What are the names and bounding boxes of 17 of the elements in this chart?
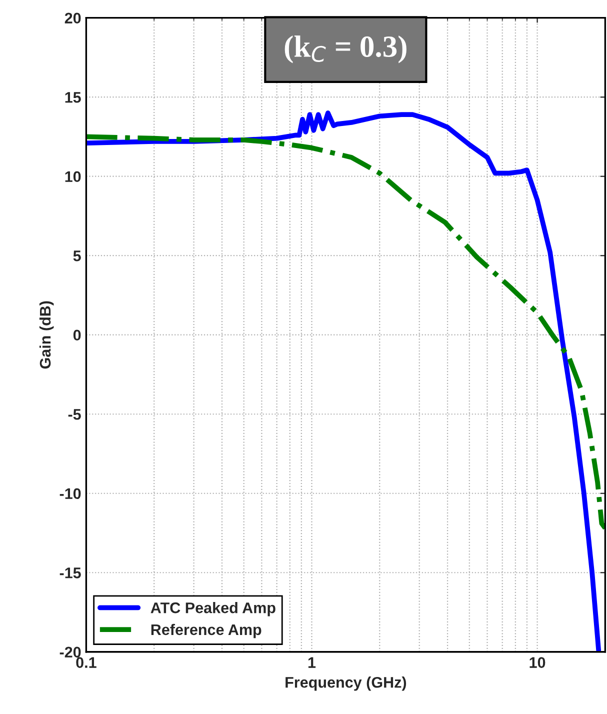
- x-tick-label: 10: [530, 657, 546, 668]
- y-tick-label: 15: [65, 92, 81, 103]
- y-tick-label: 5: [73, 250, 81, 262]
- y-tick-label: 20: [64, 12, 81, 24]
- y-tick-label: 10: [65, 171, 81, 182]
- y-axis-title: Gain (dB): [39, 301, 54, 369]
- x-axis-title: Frequency (GHz): [286, 676, 406, 691]
- y-tick-label: -15: [60, 568, 81, 578]
- y-tick-label: -5: [68, 409, 81, 420]
- y-tick-label: -10: [60, 488, 81, 500]
- x-tick-label: 0.1: [76, 657, 96, 668]
- annotation: (k$_{C}$ = 0.3): [284, 35, 406, 64]
- legend-label: Reference Amp: [151, 624, 262, 638]
- legend-label: ATC Peaked Amp: [150, 602, 276, 616]
- y-tick-label: 0: [73, 330, 81, 341]
- y-tick-label: -20: [60, 646, 81, 658]
- x-tick-label: 1: [308, 657, 316, 668]
